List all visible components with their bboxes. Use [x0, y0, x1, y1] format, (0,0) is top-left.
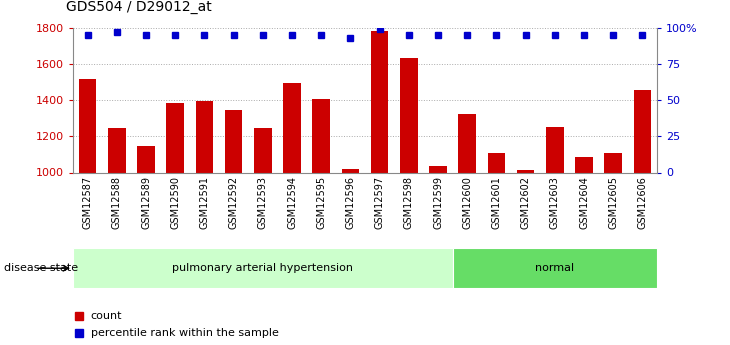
Bar: [196, 101, 213, 172]
Bar: [73, 248, 453, 288]
Text: GSM12599: GSM12599: [433, 176, 443, 229]
Text: GSM12594: GSM12594: [287, 176, 297, 229]
Text: GDS504 / D29012_at: GDS504 / D29012_at: [66, 0, 212, 14]
Bar: [429, 166, 447, 172]
Text: GSM12597: GSM12597: [374, 176, 385, 229]
Text: GSM12592: GSM12592: [228, 176, 239, 229]
Bar: [453, 248, 657, 288]
Bar: [283, 83, 301, 172]
Bar: [400, 58, 418, 172]
Text: GSM12591: GSM12591: [199, 176, 210, 229]
Text: percentile rank within the sample: percentile rank within the sample: [91, 328, 278, 338]
Bar: [225, 110, 242, 172]
Bar: [342, 169, 359, 172]
Text: count: count: [91, 311, 122, 321]
Text: GSM12603: GSM12603: [550, 176, 560, 229]
Text: GSM12596: GSM12596: [345, 176, 356, 229]
Bar: [604, 153, 622, 172]
Text: pulmonary arterial hypertension: pulmonary arterial hypertension: [172, 263, 353, 273]
Text: GSM12605: GSM12605: [608, 176, 618, 229]
Text: GSM12601: GSM12601: [491, 176, 502, 229]
Text: GSM12598: GSM12598: [404, 176, 414, 229]
Bar: [312, 99, 330, 172]
Text: normal: normal: [535, 263, 575, 273]
Text: GSM12587: GSM12587: [82, 176, 93, 229]
Text: GSM12590: GSM12590: [170, 176, 180, 229]
Bar: [575, 157, 593, 172]
Text: GSM12600: GSM12600: [462, 176, 472, 229]
Text: GSM12604: GSM12604: [579, 176, 589, 229]
Bar: [166, 103, 184, 172]
Bar: [254, 128, 272, 172]
Bar: [458, 114, 476, 172]
Bar: [546, 127, 564, 172]
Bar: [488, 153, 505, 172]
Bar: [79, 79, 96, 172]
Bar: [108, 128, 126, 172]
Text: GSM12588: GSM12588: [112, 176, 122, 229]
Text: GSM12589: GSM12589: [141, 176, 151, 229]
Bar: [517, 170, 534, 172]
Text: GSM12595: GSM12595: [316, 176, 326, 229]
Text: GSM12602: GSM12602: [520, 176, 531, 229]
Bar: [137, 146, 155, 172]
Bar: [371, 31, 388, 173]
Text: disease state: disease state: [4, 263, 78, 273]
Text: GSM12593: GSM12593: [258, 176, 268, 229]
Bar: [634, 90, 651, 172]
Text: GSM12606: GSM12606: [637, 176, 648, 229]
